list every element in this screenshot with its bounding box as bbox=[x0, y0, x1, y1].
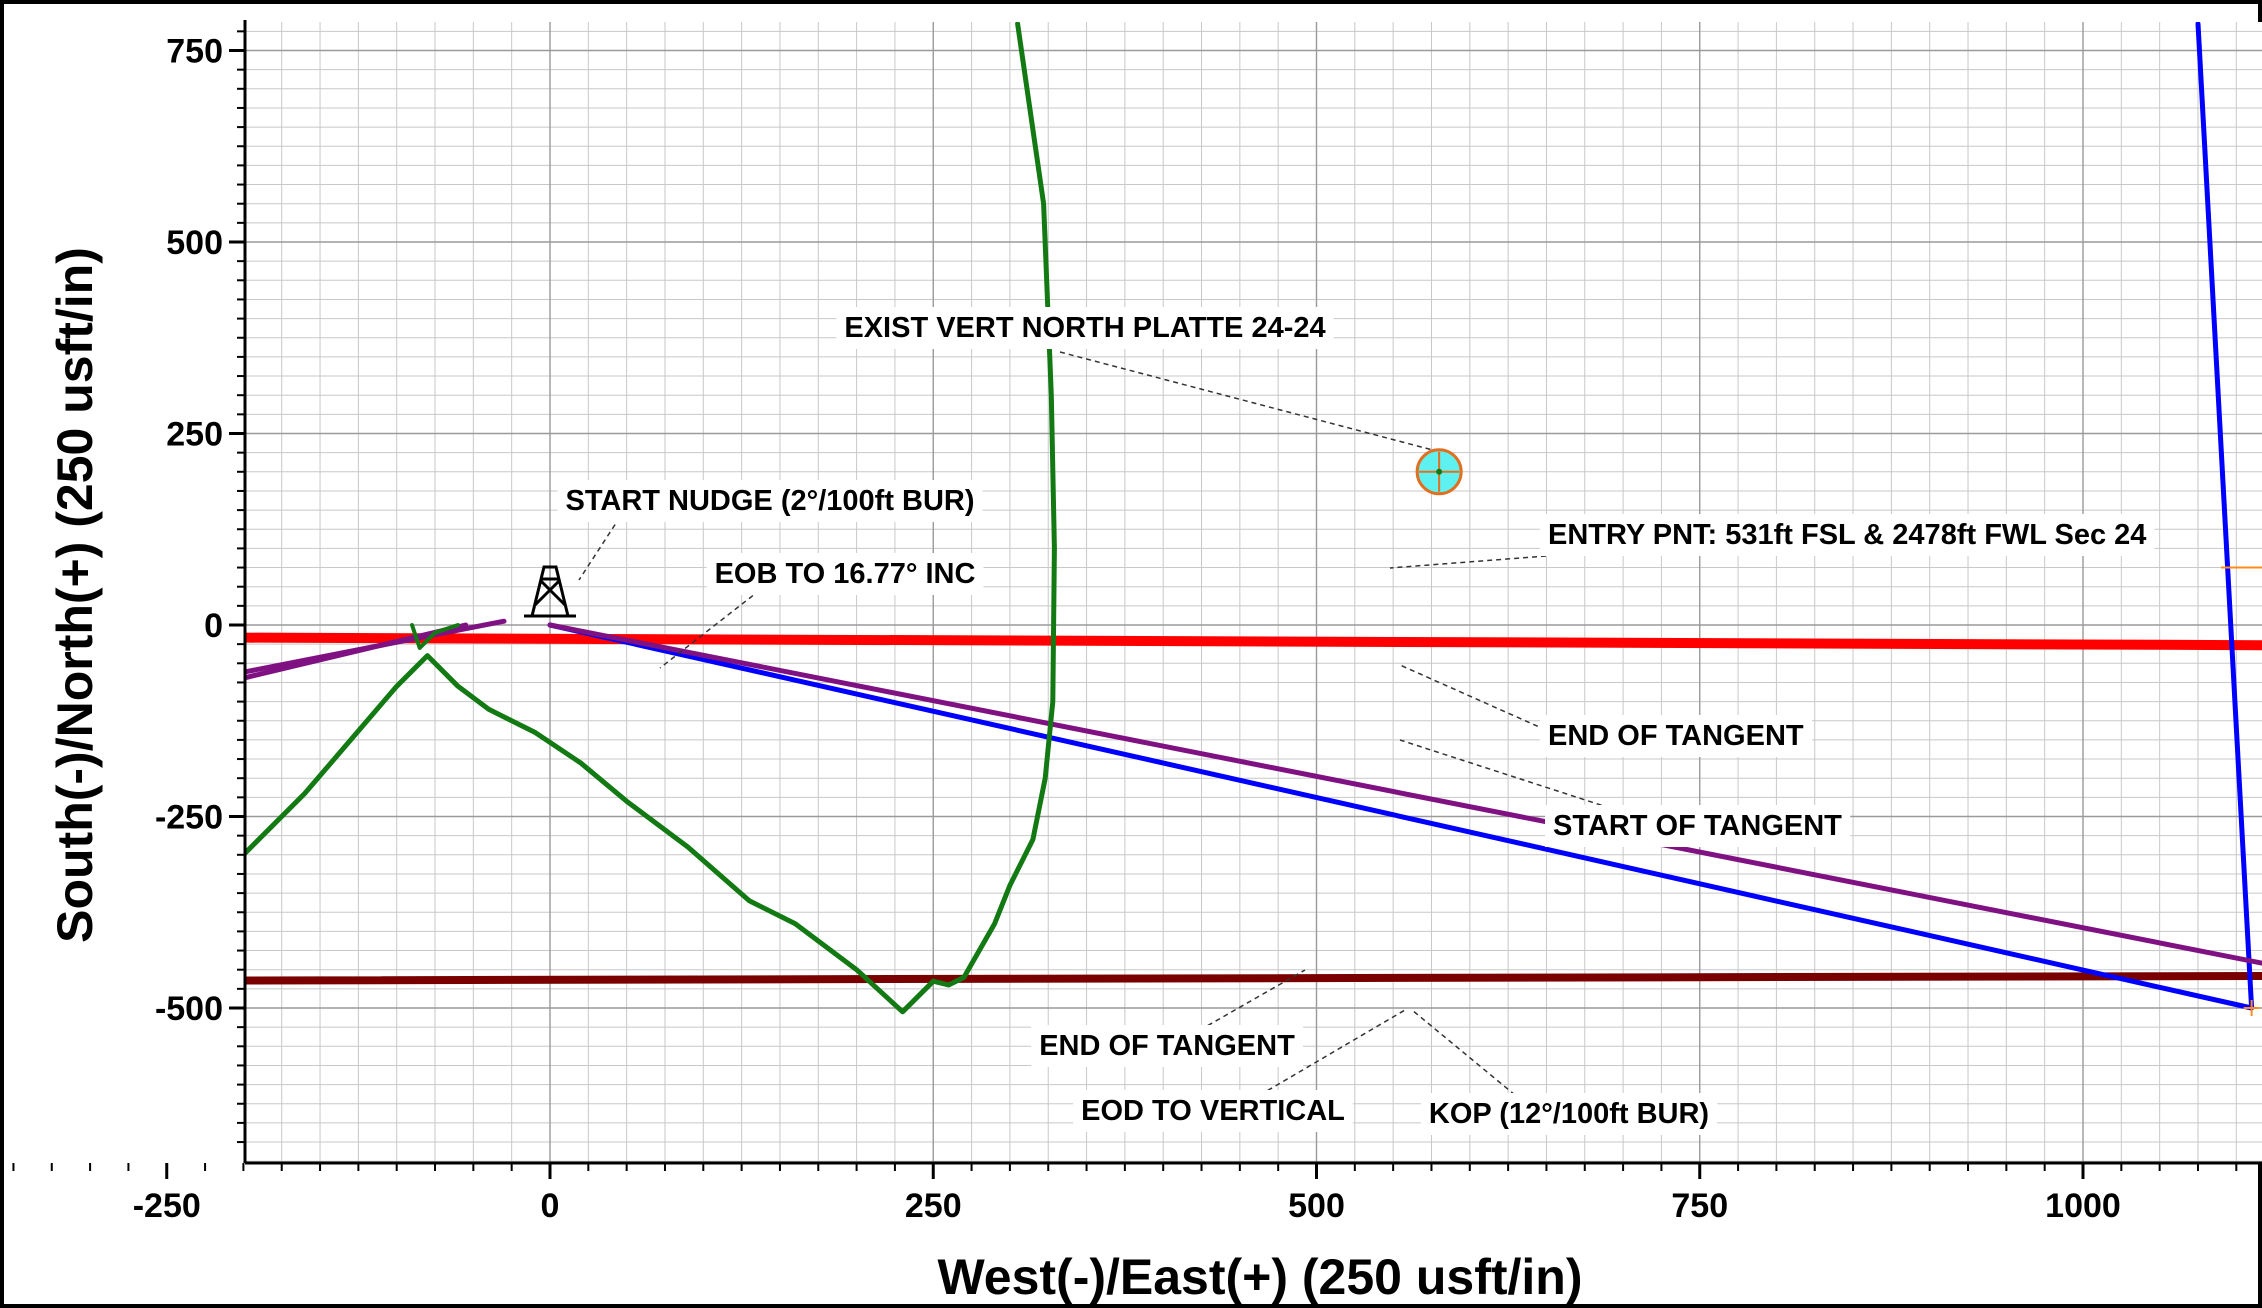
annotation-leader bbox=[578, 516, 621, 581]
annotation-label: KOP (12°/100ft BUR) bbox=[1429, 1098, 1709, 1130]
series-line-4 bbox=[547, 622, 2262, 966]
annotation-background bbox=[1420, 1093, 1718, 1135]
x-tick-label: -250 bbox=[133, 1187, 201, 1225]
annotation-background bbox=[1031, 1025, 1304, 1067]
annotation-leader bbox=[1059, 351, 1448, 455]
y-tick-label: -250 bbox=[155, 799, 223, 837]
annotations: EXIST VERT NORTH PLATTE 24-24 START NUDGE… bbox=[557, 307, 2155, 1135]
annotation-label: START OF TANGENT bbox=[1553, 810, 1842, 842]
annotation-leader bbox=[659, 589, 761, 669]
y-tick-label: 500 bbox=[166, 224, 223, 262]
y-tick-label: -500 bbox=[155, 990, 223, 1028]
y-tick-label: 750 bbox=[166, 33, 223, 71]
annotation-label: EXIST VERT NORTH PLATTE 24-24 bbox=[844, 312, 1325, 344]
annotation-leader bbox=[1389, 555, 1547, 569]
annotation-background bbox=[1073, 1090, 1353, 1132]
series-line-10 bbox=[410, 623, 460, 650]
series-line-2 bbox=[245, 971, 2262, 985]
annotation-leader bbox=[1411, 1009, 1516, 1096]
annotation-background bbox=[1545, 805, 1851, 847]
annotation-label: END OF TANGENT bbox=[1548, 720, 1804, 752]
axes bbox=[12, 20, 2262, 1179]
annotation-label: END OF TANGENT bbox=[1039, 1030, 1295, 1062]
x-tick-label: 500 bbox=[1288, 1187, 1345, 1225]
annotation-label: EOB TO 16.77° INC bbox=[715, 558, 976, 590]
well-marker-center bbox=[1436, 468, 1443, 475]
rig-icon bbox=[524, 565, 576, 618]
annotation-label: EOD TO VERTICAL bbox=[1081, 1095, 1345, 1127]
tick-labels: -250025050075010001250150017502000-500-2… bbox=[133, 33, 2121, 1226]
y-tick-label: 0 bbox=[204, 607, 223, 645]
annotation-label: START NUDGE (2°/100ft BUR) bbox=[565, 485, 974, 517]
x-tick-label: 250 bbox=[905, 1187, 962, 1225]
leader-lines bbox=[578, 351, 1611, 1096]
annotation-leader bbox=[1399, 739, 1611, 809]
annotation-label: ENTRY PNT: 531ft FSL & 2478ft FWL Sec 24 bbox=[1548, 519, 2146, 551]
series-line-7 bbox=[245, 622, 469, 681]
x-axis-title: West(-)/East(+) (250 usft/in) bbox=[938, 1249, 1583, 1305]
annotation-background bbox=[836, 307, 1334, 349]
annotation-background bbox=[706, 553, 984, 595]
series-line-8 bbox=[245, 22, 1057, 1015]
x-tick-label: 750 bbox=[1671, 1187, 1728, 1225]
y-tick-label: 250 bbox=[166, 416, 223, 454]
annotation-leader bbox=[1259, 1009, 1406, 1096]
x-tick-label: 0 bbox=[541, 1187, 560, 1225]
annotation-background bbox=[1540, 514, 2155, 556]
x-tick-label: 1000 bbox=[2045, 1187, 2121, 1225]
kop-marker-icon bbox=[2243, 1000, 2260, 1016]
markers bbox=[524, 448, 2262, 1016]
annotation-background bbox=[557, 480, 983, 522]
y-axis-title: South(-)/North(+) (250 usft/in) bbox=[47, 247, 103, 943]
annotation-background bbox=[1540, 715, 1812, 757]
annotation-leader bbox=[1199, 969, 1306, 1031]
